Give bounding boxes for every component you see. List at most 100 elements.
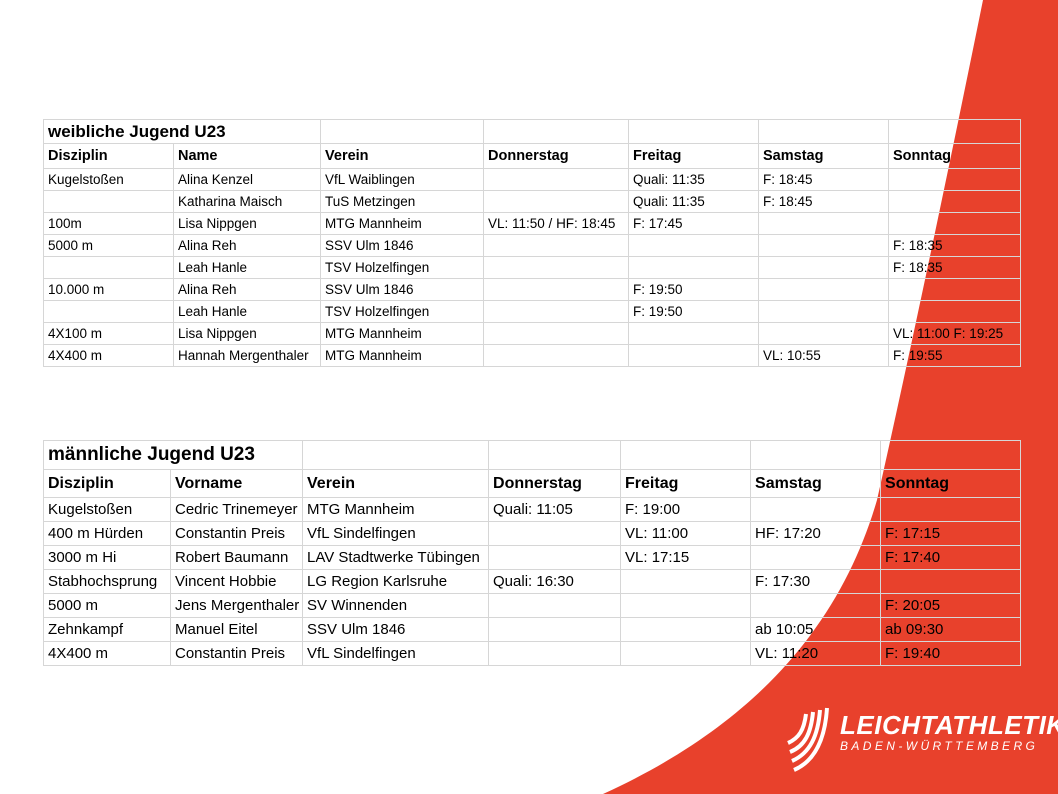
cell bbox=[758, 278, 890, 301]
cell: MTG Mannheim bbox=[320, 344, 485, 367]
cell: Lisa Nippgen bbox=[172, 212, 322, 235]
empty-cell bbox=[880, 440, 1022, 470]
table-header-row: Disziplin Name Verein Donnerstag Freitag Sams… bbox=[43, 143, 1022, 169]
cell: F: 19:50 bbox=[628, 300, 760, 323]
schedule-table-men-u23: männliche Jugend U23 Disziplin Vorname Vere… bbox=[42, 440, 1022, 666]
cell: F: 17:45 bbox=[628, 212, 760, 235]
cell: Quali: 11:05 bbox=[488, 497, 622, 522]
table-row: Zehnkampf Manuel Eitel SSV Ulm 1846 ab 10:0… bbox=[43, 617, 1022, 642]
cell bbox=[758, 212, 890, 235]
cell bbox=[483, 344, 630, 367]
cell: Vincent Hobbie bbox=[169, 569, 304, 594]
cell bbox=[483, 168, 630, 191]
cell bbox=[888, 212, 1022, 235]
cell: LG Region Karlsruhe bbox=[302, 569, 490, 594]
empty-cell bbox=[320, 119, 485, 144]
table-title-row: männliche Jugend U23 bbox=[42, 440, 1022, 470]
empty-cell bbox=[628, 119, 760, 144]
cell bbox=[758, 322, 890, 345]
table-row: 100m Lisa Nippgen MTG Mannheim VL: 11:50 / … bbox=[43, 212, 1022, 235]
cell: Quali: 11:35 bbox=[628, 168, 760, 191]
cell: TuS Metzingen bbox=[320, 190, 485, 213]
column-header: Sonntag bbox=[888, 143, 1022, 169]
cell bbox=[750, 545, 882, 570]
cell: Leah Hanle bbox=[172, 300, 322, 323]
empty-cell bbox=[483, 119, 630, 144]
cell: 400 m Hürden bbox=[43, 521, 171, 546]
cell: Leah Hanle bbox=[172, 256, 322, 279]
cell bbox=[628, 344, 760, 367]
column-header: Freitag bbox=[620, 469, 752, 498]
cell bbox=[43, 190, 174, 213]
cell bbox=[888, 278, 1022, 301]
column-header: Disziplin bbox=[43, 469, 171, 498]
cell: F: 19:50 bbox=[628, 278, 760, 301]
table-row: 4X400 m Constantin Preis VfL Sindelfingen V… bbox=[43, 641, 1022, 666]
cell bbox=[880, 497, 1022, 522]
table-row: Leah Hanle TSV Holzelfingen F: 19:50 bbox=[43, 300, 1022, 323]
cell bbox=[880, 569, 1022, 594]
table-title: weibliche Jugend U23 bbox=[42, 119, 322, 144]
cell bbox=[888, 300, 1022, 323]
cell: MTG Mannheim bbox=[320, 212, 485, 235]
leichtathletik-bw-logo: LEICHTATHLETIK BADEN-WÜRTTEMBERG bbox=[784, 706, 1058, 778]
column-header: Samstag bbox=[758, 143, 890, 169]
cell: 100m bbox=[43, 212, 174, 235]
striped-j-swoosh-icon bbox=[787, 707, 829, 772]
cell: Zehnkampf bbox=[43, 617, 171, 642]
cell: 3000 m Hi bbox=[43, 545, 171, 570]
cell: VL: 10:55 bbox=[758, 344, 890, 367]
table-row: 4X100 m Lisa Nippgen MTG Mannheim VL: 11:00… bbox=[43, 322, 1022, 345]
column-header: Freitag bbox=[628, 143, 760, 169]
cell bbox=[888, 168, 1022, 191]
cell bbox=[488, 617, 622, 642]
cell: F: 18:45 bbox=[758, 168, 890, 191]
cell: Kugelstoßen bbox=[43, 168, 174, 191]
cell: VL: 11:50 / HF: 18:45 bbox=[483, 212, 630, 235]
cell: 10.000 m bbox=[43, 278, 174, 301]
cell: F: 19:55 bbox=[888, 344, 1022, 367]
cell bbox=[750, 497, 882, 522]
cell: Cedric Trinemeyer bbox=[169, 497, 304, 522]
cell: F: 17:30 bbox=[750, 569, 882, 594]
cell bbox=[43, 300, 174, 323]
cell bbox=[888, 190, 1022, 213]
table-header-row: Disziplin Vorname Verein Donnerstag Freitag S… bbox=[43, 469, 1022, 498]
empty-cell bbox=[750, 440, 882, 470]
cell bbox=[758, 300, 890, 323]
column-header: Donnerstag bbox=[488, 469, 622, 498]
cell: VL: 11:00 bbox=[620, 521, 752, 546]
cell: VL: 11:00 F: 19:25 bbox=[888, 322, 1022, 345]
cell: 4X400 m bbox=[43, 641, 171, 666]
cell: Katharina Maisch bbox=[172, 190, 322, 213]
cell: F: 17:40 bbox=[880, 545, 1022, 570]
cell: Quali: 11:35 bbox=[628, 190, 760, 213]
cell: F: 18:35 bbox=[888, 234, 1022, 257]
table-row: 5000 m Alina Reh SSV Ulm 1846 F: 18:35 bbox=[43, 234, 1022, 257]
column-header: Donnerstag bbox=[483, 143, 630, 169]
empty-cell bbox=[620, 440, 752, 470]
cell: SV Winnenden bbox=[302, 593, 490, 618]
cell bbox=[483, 256, 630, 279]
schedule-table-women-u23: weibliche Jugend U23 Disziplin Name Verein D… bbox=[42, 119, 1022, 367]
table-row: Katharina Maisch TuS Metzingen Quali: 11:3… bbox=[43, 190, 1022, 213]
table-row: 10.000 m Alina Reh SSV Ulm 1846 F: 19:50 bbox=[43, 278, 1022, 301]
logo-text: LEICHTATHLETIK BADEN-WÜRTTEMBERG bbox=[840, 706, 1058, 753]
table-row: Kugelstoßen Alina Kenzel VfL Waiblingen Qua… bbox=[43, 168, 1022, 191]
cell: Quali: 16:30 bbox=[488, 569, 622, 594]
cell bbox=[620, 569, 752, 594]
cell: VfL Sindelfingen bbox=[302, 521, 490, 546]
cell: Constantin Preis bbox=[169, 641, 304, 666]
table-row: Stabhochsprung Vincent Hobbie LG Region Ka… bbox=[43, 569, 1022, 594]
cell: LAV Stadtwerke Tübingen bbox=[302, 545, 490, 570]
cell: Manuel Eitel bbox=[169, 617, 304, 642]
column-header: Verein bbox=[320, 143, 485, 169]
cell: VL: 17:15 bbox=[620, 545, 752, 570]
cell: Alina Reh bbox=[172, 234, 322, 257]
table-row: Kugelstoßen Cedric Trinemeyer MTG Mannheim… bbox=[43, 497, 1022, 522]
cell: SSV Ulm 1846 bbox=[320, 278, 485, 301]
cell bbox=[628, 234, 760, 257]
cell bbox=[620, 593, 752, 618]
cell: MTG Mannheim bbox=[302, 497, 490, 522]
cell bbox=[758, 234, 890, 257]
